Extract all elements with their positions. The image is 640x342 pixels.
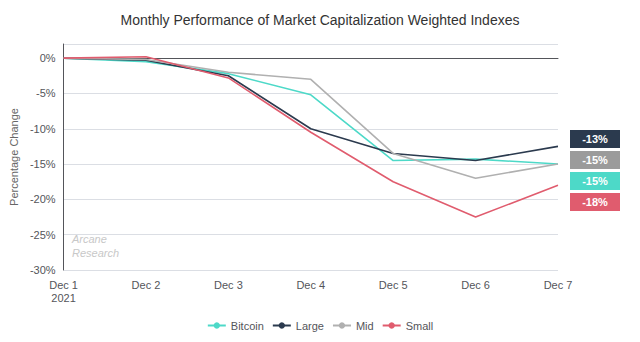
svg-text:Arcane: Arcane [72,233,107,245]
svg-text:-10%: -10% [30,123,56,135]
svg-text:Dec 5: Dec 5 [379,279,408,291]
svg-text:-18%: -18% [582,196,608,208]
svg-text:-15%: -15% [582,175,608,187]
svg-text:Dec 2: Dec 2 [132,279,161,291]
svg-text:-25%: -25% [30,229,56,241]
svg-text:Percentage Change: Percentage Change [8,108,20,206]
svg-text:Dec 3: Dec 3 [214,279,243,291]
svg-text:-20%: -20% [30,193,56,205]
svg-text:Monthly Performance of Market: Monthly Performance of Market Capitaliza… [121,12,520,28]
svg-text:-5%: -5% [36,87,56,99]
svg-text:Mid: Mid [356,320,374,332]
svg-text:-13%: -13% [582,133,608,145]
svg-text:Large: Large [296,320,324,332]
svg-text:Dec 1: Dec 1 [49,279,78,291]
svg-text:Dec 7: Dec 7 [544,279,573,291]
svg-text:0%: 0% [40,52,56,64]
svg-text:-15%: -15% [30,158,56,170]
svg-text:Research: Research [72,247,119,259]
svg-text:Bitcoin: Bitcoin [231,320,264,332]
svg-text:Dec 6: Dec 6 [461,279,490,291]
svg-text:-30%: -30% [30,264,56,276]
svg-text:-15%: -15% [582,154,608,166]
svg-text:2021: 2021 [51,292,75,304]
svg-text:Dec 4: Dec 4 [296,279,325,291]
svg-text:Small: Small [406,320,434,332]
